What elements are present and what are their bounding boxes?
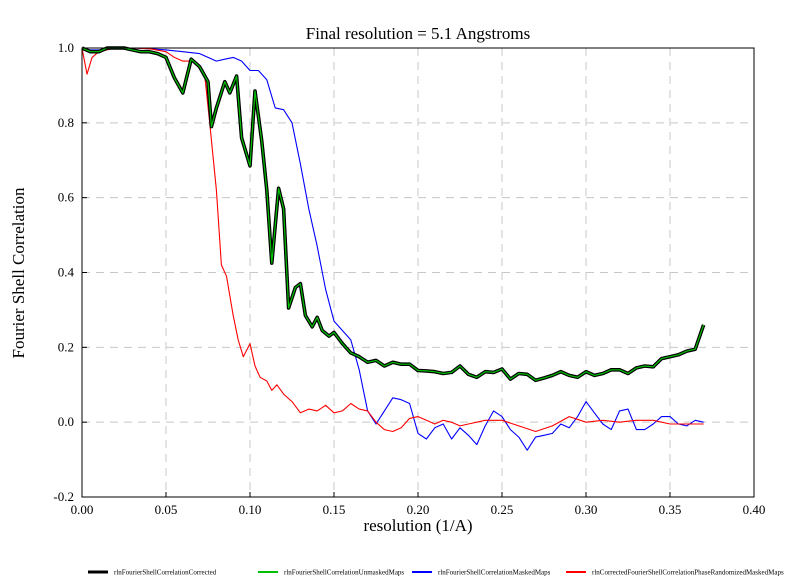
x-tick-label: 0.40 [743, 502, 766, 517]
series-line-2 [81, 47, 704, 451]
series-line-1 [81, 47, 705, 381]
y-tick-label: 0.8 [58, 115, 74, 130]
series-line-0 [81, 46, 706, 383]
legend: rlnFourierShellCorrelationCorrected rlnFo… [88, 569, 784, 577]
legend-label-3: rlnCorrectedFourierShellCorrelationPhase… [592, 569, 784, 577]
series-lines [81, 46, 706, 451]
chart-title: Final resolution = 5.1 Angstroms [306, 24, 530, 43]
grid [82, 48, 754, 497]
y-tick-label: 0.6 [58, 190, 75, 205]
x-tick-label: 0.35 [659, 502, 682, 517]
x-tick-label: 0.05 [155, 502, 178, 517]
x-axis-label: resolution (1/A) [363, 516, 472, 535]
series-line-3 [81, 47, 704, 433]
y-tick-label: 0.2 [58, 339, 74, 354]
legend-label-0: rlnFourierShellCorrelationCorrected [114, 569, 217, 577]
y-tick-label: 0.4 [58, 265, 75, 280]
x-tick-label: 0.20 [407, 502, 430, 517]
y-tick-label: 0.0 [58, 414, 74, 429]
y-tick-label: 1.0 [58, 40, 74, 55]
x-tick-label: 0.10 [239, 502, 262, 517]
x-tick-label: 0.15 [323, 502, 346, 517]
x-tick-label: 0.00 [71, 502, 94, 517]
x-tick-label: 0.30 [575, 502, 598, 517]
axes: 0.00 0.05 0.10 0.15 0.20 0.25 0.30 0.35 0.40 -0.2… [53, 40, 765, 517]
x-tick-label: 0.25 [491, 502, 514, 517]
y-tick-label: -0.2 [53, 489, 74, 504]
legend-label-1: rlnFourierShellCorrelationUnmaskedMaps [284, 569, 404, 577]
y-axis-label: Fourier Shell Correlation [9, 187, 28, 358]
legend-label-2: rlnFourierShellCorrelationMaskedMaps [438, 569, 551, 577]
